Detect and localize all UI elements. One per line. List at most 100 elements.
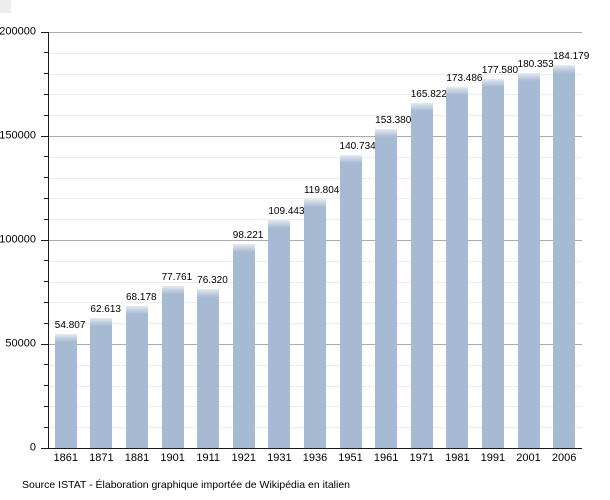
bar-slot: 77.761 1901 [155,32,193,464]
corner-artifact [0,0,11,13]
bar-1901 [161,286,184,448]
x-axis-label: 1971 [409,452,434,464]
x-axis-label: 1901 [160,452,185,464]
bar-2001 [517,72,540,448]
bar-value-label: 153.380 [375,114,412,126]
y-axis-tick [44,301,48,303]
bar-1861 [54,334,77,448]
bar-1971 [410,103,433,448]
gridline-minor [48,156,582,158]
y-axis-label: 100000 [0,233,36,246]
bar-slot: 184.179 2006 [546,32,589,464]
bar-slot: 54.807 1861 [48,32,86,464]
bar-slot: 180.353 2001 [511,32,553,464]
bar-1991 [481,78,504,448]
x-axis-label: 1961 [373,452,399,464]
y-axis-tick [44,322,48,324]
y-axis-tick [44,73,48,75]
y-axis-tick [44,218,48,220]
x-axis-label: 1881 [124,452,150,464]
x-axis-label: 1936 [302,452,328,464]
y-axis-tick [44,426,48,428]
bar-value-label: 173.486 [446,73,483,85]
x-axis-label: 1911 [196,452,220,464]
y-axis-label: 150000 [0,129,36,142]
bar-value-label: 140.734 [339,141,376,153]
bar-slot: 68.178 1881 [119,32,157,464]
bar-value-label: 184.179 [553,50,590,62]
bar-value-label: 177.580 [481,64,519,76]
bars-layer: 54.807 1861 62.613 1871 68.178 1881 77.761 1901… [48,32,590,464]
bar-slot: 173.486 1981 [440,32,482,464]
y-axis-tick [41,343,48,345]
y-axis-tick [44,385,48,387]
bar-2006 [553,64,576,448]
y-axis-tick [41,135,48,137]
bar-slot: 177.580 1991 [475,32,518,464]
y-axis-label: 0 [29,441,36,454]
bar-1951 [339,155,362,448]
bar-1961 [375,128,398,448]
y-axis-tick [44,177,48,179]
bar-1871 [90,317,113,448]
x-axis-label: 1861 [53,452,79,464]
y-axis-tick [44,114,48,116]
x-axis-label: 1951 [338,452,363,464]
y-axis-tick [41,239,48,241]
bar-value-label: 68.178 [125,292,157,304]
y-axis-line [48,32,49,448]
bar-slot: 140.734 1951 [333,32,375,464]
x-axis-label: 2001 [516,452,541,464]
x-axis-label: 1931 [267,452,292,464]
x-axis-label: 1991 [480,452,506,464]
gridline-minor [48,73,582,75]
bar-slot: 98.221 1921 [226,32,264,464]
gridline-minor [48,115,582,117]
gridline-minor [48,52,582,54]
x-axis-label: 2006 [551,452,577,464]
y-axis-tick [44,197,48,199]
y-axis-tick [44,364,48,366]
bar-slot: 153.380 1961 [368,32,411,464]
bar-slot: 62.613 1871 [84,32,121,464]
bar-slot: 165.822 1971 [404,32,446,464]
y-axis-tick [41,31,48,33]
y-axis-label: 50000 [5,337,36,350]
bar-value-label: 180.353 [517,58,554,70]
bar-1911 [197,289,220,448]
bar-value-label: 119.804 [303,184,340,196]
bar-1981 [446,87,469,448]
bar-slot: 119.804 1936 [297,32,340,464]
plot-area: 0 50000 100000 150000 200000 54.807 1861 62.61… [0,26,590,464]
x-axis-label: 1921 [231,452,257,464]
bar-slot: 109.443 1931 [262,32,304,464]
bar-1881 [125,306,148,448]
bar-1936 [303,198,326,448]
y-axis-tick [44,281,48,283]
bar-1931 [268,220,291,448]
x-axis-label: 1981 [445,452,470,464]
gridline-minor [48,94,582,96]
gridline-major [48,136,582,137]
x-axis-label: 1871 [89,452,114,464]
bar-1921 [232,243,255,448]
x-axis-line [48,448,582,449]
bar-value-label: 54.807 [54,320,86,332]
source-caption: Source ISTAT - Élaboration graphique imp… [22,479,351,491]
bar-value-label: 76.320 [197,275,228,287]
y-axis-tick [44,405,48,407]
bar-value-label: 165.822 [410,89,447,101]
y-axis-label: 200000 [0,25,36,38]
y-axis-tick [44,156,48,158]
y-axis-tick [44,93,48,95]
bar-value-label: 109.443 [268,206,305,218]
y-axis-tick [41,447,48,449]
y-axis-tick [44,260,48,262]
gridline-major [48,32,582,33]
bar-value-label: 77.761 [161,272,193,284]
bar-value-label: 62.613 [90,303,121,315]
gridline-minor [48,177,582,179]
bar-slot: 76.320 1911 [190,32,228,464]
y-axis-tick [44,52,48,54]
